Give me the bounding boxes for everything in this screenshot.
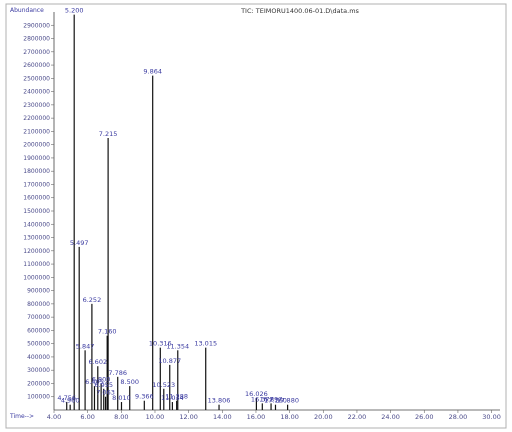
peak-label: 6.955 [94,381,113,389]
x-tick-label: 14.00 [213,413,232,421]
y-tick-label: 500000 [27,341,50,348]
peaks [66,14,289,410]
peak-label: 11.034 [161,394,184,402]
peak-label: 16.377 [251,395,274,403]
x-axis-label: Time--> [9,413,34,420]
x-tick-label: 24.00 [381,413,400,421]
y-tick-label: 2500000 [23,75,50,82]
y-tick-label: 2200000 [23,115,50,122]
peak-label: 16.897 [260,395,283,403]
x-tick-label: 12.00 [179,413,198,421]
y-tick-label: 100000 [27,394,50,401]
peak-label: 9.864 [143,68,162,76]
x-tick-label: 10.00 [146,413,165,421]
peak-label: 17.160 [264,397,287,405]
y-tick-label: 2900000 [23,22,50,29]
chart-frame [5,3,507,429]
peak-label: 6.405 [85,378,104,386]
y-tick-label: 700000 [27,314,50,321]
peak-label: 7.786 [108,369,127,377]
peak-label: 10.316 [149,340,172,348]
y-tick-label: 2800000 [23,36,50,43]
x-ticks: 4.00 6.00 8.00 10.00 12.00 14.00 16.00 18.00 20.… [47,410,501,421]
peak-label: 11.354 [166,342,189,350]
y-tick-label: 1600000 [23,195,50,202]
peak-label: 7.160 [98,328,117,336]
peak-label: 5.847 [76,342,95,350]
y-tick-label: 1800000 [23,168,50,175]
x-tick-label: 8.00 [114,413,128,421]
x-tick-label: 20.00 [314,413,333,421]
y-tick-label: 2300000 [23,102,50,109]
peak-label: 4.756 [57,394,76,402]
x-tick-label: 18.00 [280,413,299,421]
peak-label: 11.288 [165,393,188,401]
x-tick-label: 6.00 [80,413,94,421]
x-tick-label: 22.00 [348,413,367,421]
y-tick-label: 300000 [27,367,50,374]
y-axis-label: Abundance [10,7,44,14]
y-tick-label: 1500000 [23,208,50,215]
x-tick-label: 28.00 [449,413,468,421]
peak-label: 5.497 [70,239,89,247]
y-tick-label: 2000000 [23,142,50,149]
x-tick-label: 16.00 [247,413,266,421]
y-tick-label: 1900000 [23,155,50,162]
peak-label: 9.366 [135,393,154,401]
y-tick-label: 2100000 [23,128,50,135]
peak-label: 6.252 [83,296,102,304]
y-tick-label: 800000 [27,301,50,308]
peak-label: 8.010 [112,394,131,402]
y-tick-label: 200000 [27,380,50,387]
y-ticks: 100000 200000 300000 400000 500000 600000 7000… [23,22,54,401]
peak-label: 6.800 [92,375,111,383]
peak-label: 8.500 [120,378,139,386]
peak-label: 4.960 [61,397,80,405]
x-tick-label: 26.00 [415,413,434,421]
x-tick-label: 4.00 [47,413,61,421]
peak-label: 10.877 [158,357,181,365]
y-tick-label: 1300000 [23,235,50,242]
y-tick-label: 1700000 [23,181,50,188]
y-tick-label: 1400000 [23,221,50,228]
peak-label: 10.523 [152,381,175,389]
chart-title: TIC: TEIMORU1400.06-01.D\data.ms [240,7,359,15]
y-tick-label: 400000 [27,354,50,361]
peak-label: 5.200 [65,7,84,15]
peak-label: 6.602 [88,358,107,366]
peak-label: 17.880 [276,397,299,405]
y-tick-label: 1100000 [23,261,50,268]
y-tick-label: 2700000 [23,49,50,56]
peak-label: 16.026 [245,390,268,398]
y-tick-label: 900000 [27,288,50,295]
x-tick-label: 30.00 [482,413,501,421]
y-tick-label: 1200000 [23,248,50,255]
y-tick-label: 1000000 [23,274,50,281]
peak-label: 7.215 [99,130,118,138]
peak-label: 13.806 [208,397,231,405]
peak-label: 13.015 [194,340,217,348]
peak-label: 7.063 [96,389,115,397]
y-tick-label: 2400000 [23,89,50,96]
y-tick-label: 600000 [27,327,50,334]
y-tick-label: 2600000 [23,62,50,69]
